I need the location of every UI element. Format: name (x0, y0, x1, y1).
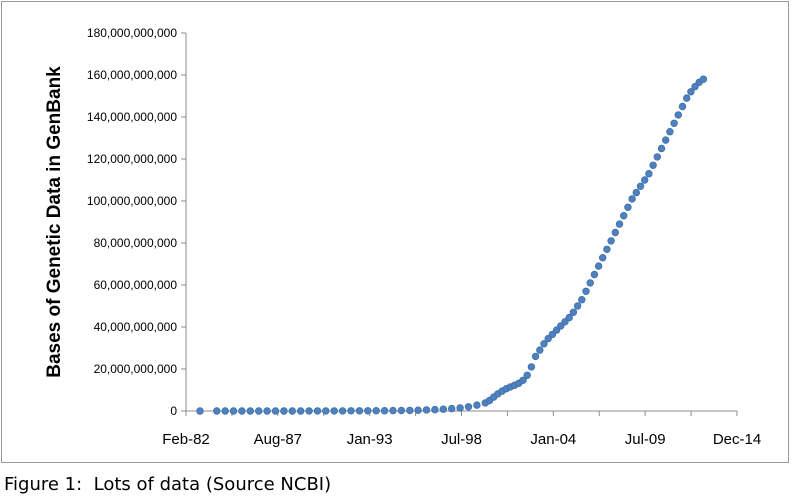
data-point (263, 407, 271, 415)
data-point (670, 119, 678, 127)
data-point (620, 211, 628, 220)
data-point (431, 405, 439, 414)
y-tick-label: 80,000,000,000 (94, 236, 178, 250)
data-point (674, 111, 682, 119)
data-point (213, 407, 221, 415)
data-point (653, 153, 661, 161)
data-point (573, 302, 582, 310)
data-point (414, 406, 422, 414)
data-point (632, 188, 640, 197)
data-point (246, 407, 254, 415)
data-point (456, 404, 464, 412)
data-point (347, 407, 355, 415)
data-point (229, 407, 238, 415)
data-point (238, 407, 246, 415)
y-tick-label: 100,000,000,000 (87, 194, 177, 208)
data-point (519, 376, 527, 384)
data-point (662, 136, 670, 144)
data-point (611, 228, 619, 237)
data-point (599, 253, 607, 262)
data-point (578, 296, 586, 304)
data-point (338, 407, 347, 415)
data-point (397, 406, 406, 415)
data-point (536, 346, 544, 354)
y-tick-label: 40,000,000,000 (94, 320, 178, 334)
y-tick-label: 0 (170, 404, 177, 418)
y-axis-title: Bases of Genetic Data in GenBank (44, 66, 65, 378)
data-point (645, 169, 653, 178)
data-point (288, 407, 296, 415)
data-point (448, 404, 456, 413)
data-point (666, 127, 674, 136)
data-point (355, 407, 364, 415)
figure-caption: Figure 1: Lots of data (Source NCBI) (4, 474, 332, 495)
y-tick-label: 120,000,000,000 (87, 152, 177, 166)
data-point (582, 287, 590, 295)
x-tick-label: Jul-98 (441, 431, 482, 448)
data-point (297, 407, 305, 415)
data-point (565, 313, 573, 322)
data-point (464, 403, 473, 411)
x-axis: Feb-82 Aug-87 Jan-93 Jul-98 Jan-04 Jul-09 Dec-… (162, 410, 761, 448)
data-point (330, 407, 338, 415)
data-point (255, 407, 263, 415)
data-point (196, 407, 204, 415)
data-point (590, 270, 599, 279)
x-tick-label: Aug-87 (254, 431, 302, 448)
chart-frame: Bases of Genetic Data in GenBank 0 20,000… (1, 1, 789, 463)
data-point (657, 144, 666, 153)
x-tick-label: Dec-14 (713, 431, 761, 448)
data-point (280, 407, 288, 415)
data-point (540, 340, 548, 348)
y-tick-label: 60,000,000,000 (94, 278, 178, 292)
data-point (473, 401, 481, 409)
data-point (271, 407, 280, 415)
data-point (422, 406, 431, 414)
data-point (322, 407, 330, 415)
data-point (305, 407, 313, 415)
data-point (221, 407, 229, 415)
data-point (406, 406, 414, 415)
data-point (531, 352, 540, 361)
data-point (439, 405, 447, 413)
data-point (615, 220, 624, 228)
y-tick-label: 20,000,000,000 (94, 362, 178, 376)
data-point (527, 363, 536, 371)
data-point (624, 203, 632, 211)
data-point (641, 176, 649, 184)
data-point (389, 406, 397, 415)
data-point (678, 102, 687, 111)
data-point (683, 94, 691, 102)
data-point (594, 262, 603, 270)
x-tick-label: Feb-82 (162, 431, 210, 448)
data-point (649, 161, 657, 169)
data-point (628, 195, 636, 203)
data-point (380, 407, 389, 415)
y-axis-title-group: Bases of Genetic Data in GenBank (44, 66, 65, 378)
data-point (586, 279, 594, 287)
data-point (603, 245, 611, 253)
data-point (364, 407, 372, 415)
x-tick-label: Jan-04 (530, 431, 576, 448)
data-point (607, 237, 615, 245)
x-tick-label: Jul-09 (625, 431, 666, 448)
y-tick-label: 160,000,000,000 (87, 68, 177, 82)
y-axis: 0 20,000,000,000 40,000,000,000 60,000,000,… (87, 26, 187, 418)
data-point (569, 308, 578, 316)
data-point (523, 371, 531, 379)
data-point (313, 407, 322, 415)
y-tick-label: 140,000,000,000 (87, 110, 177, 124)
data-point (372, 407, 380, 415)
data-point (636, 182, 645, 190)
data-point (699, 75, 708, 83)
y-tick-label: 180,000,000,000 (87, 26, 177, 40)
chart: Bases of Genetic Data in GenBank 0 20,000… (44, 26, 761, 448)
x-tick-label: Jan-93 (347, 431, 393, 448)
data-point (687, 88, 695, 96)
data-points (196, 75, 708, 415)
